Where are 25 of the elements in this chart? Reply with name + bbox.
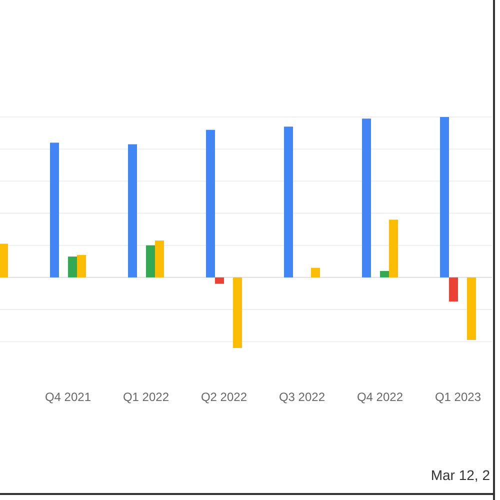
x-tick-label: Q3 2022 xyxy=(278,390,326,404)
bar xyxy=(440,117,449,278)
bar xyxy=(449,277,458,302)
bar xyxy=(215,277,224,284)
bar xyxy=(206,130,215,278)
bar xyxy=(68,256,77,278)
bar xyxy=(233,277,242,348)
bar xyxy=(146,245,155,278)
bar xyxy=(389,220,398,278)
bar xyxy=(77,254,86,278)
bar xyxy=(467,277,476,340)
x-tick-label: Q1 2023 xyxy=(434,390,482,404)
bar xyxy=(362,118,371,278)
bar xyxy=(380,271,389,278)
bar xyxy=(311,268,320,278)
bar xyxy=(50,142,59,278)
x-tick-label: Q2 2022 xyxy=(200,390,248,404)
x-tick-label: Q4 2022 xyxy=(356,390,404,404)
bar xyxy=(128,144,137,278)
x-tick-label: Q1 2022 xyxy=(122,390,170,404)
text: Mar 12, 2 xyxy=(430,467,490,483)
bar xyxy=(284,126,293,278)
bar xyxy=(0,244,8,278)
bar xyxy=(155,240,164,278)
x-tick-label: Q4 2021 xyxy=(44,390,92,404)
